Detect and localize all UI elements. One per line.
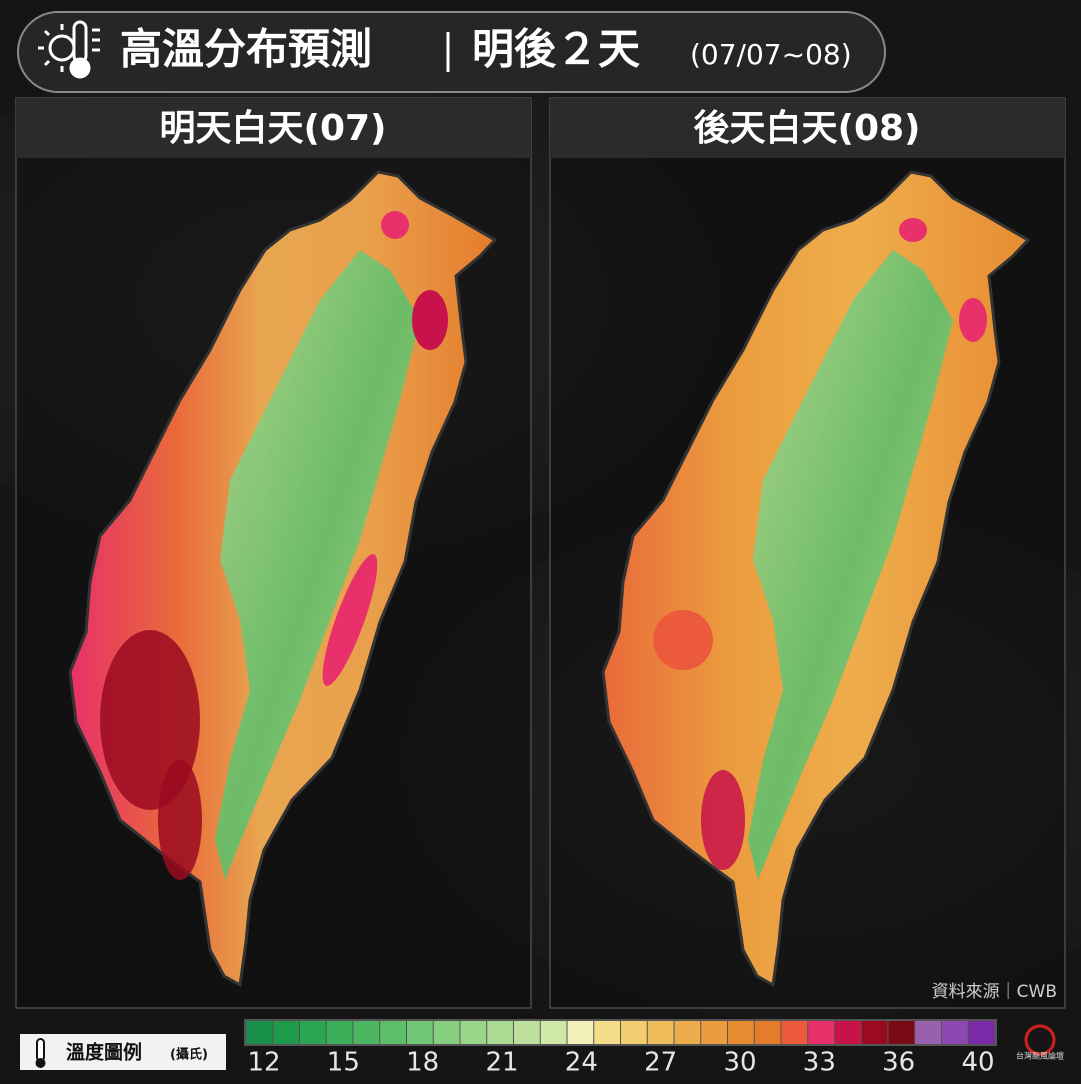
legend-swatch bbox=[942, 1021, 968, 1044]
legend-swatch bbox=[701, 1021, 727, 1044]
legend-label-box bbox=[20, 1034, 226, 1070]
legend-swatch bbox=[861, 1021, 888, 1044]
logo: 台灣颱風論壇 bbox=[1016, 1051, 1064, 1061]
panel: 後天白天(08) 資料來源｜CWB bbox=[549, 97, 1066, 1009]
source: 資料來源｜CWB bbox=[932, 982, 1057, 1002]
panel-title: 明天白天(07) bbox=[159, 108, 386, 149]
legend-swatch bbox=[353, 1021, 380, 1044]
sun-thermometer-icon bbox=[38, 20, 100, 79]
heat-spot bbox=[322, 554, 378, 686]
legend-unit: (攝氏) bbox=[170, 1047, 208, 1063]
legend-swatch bbox=[674, 1021, 701, 1044]
panel: 明天白天(07) bbox=[15, 97, 532, 1009]
heat-spot bbox=[959, 298, 987, 342]
heat-spot bbox=[412, 290, 448, 350]
legend-thermometer-icon bbox=[35, 1038, 46, 1068]
legend-tick-label: 21 bbox=[485, 1048, 518, 1078]
legend-swatch bbox=[300, 1021, 326, 1044]
subtitle: 明後２天 bbox=[472, 25, 640, 74]
title-bar bbox=[17, 11, 886, 93]
legend-swatch bbox=[514, 1021, 540, 1044]
legend-tick-label: 15 bbox=[327, 1048, 360, 1078]
legend-swatch bbox=[407, 1021, 433, 1044]
legend-swatch bbox=[246, 1021, 273, 1044]
legend-swatch bbox=[728, 1021, 754, 1044]
legend-swatch bbox=[647, 1021, 674, 1044]
legend-swatch bbox=[594, 1021, 620, 1044]
legend-tick-label: 40 bbox=[961, 1048, 994, 1078]
map-group bbox=[601, 170, 1030, 987]
legend-swatch bbox=[433, 1021, 460, 1044]
legend-tick-label: 24 bbox=[565, 1048, 598, 1078]
panel-header bbox=[550, 98, 1065, 158]
legend-label: 溫度圖例 bbox=[66, 1041, 142, 1064]
panel-title: 後天白天(08) bbox=[693, 108, 920, 149]
panel-header bbox=[16, 98, 531, 158]
legend-tick-label: 30 bbox=[723, 1048, 756, 1078]
legend-tick-label: 33 bbox=[803, 1048, 836, 1078]
legend-swatch bbox=[808, 1021, 834, 1044]
legend-swatch bbox=[540, 1021, 567, 1044]
legend-swatch bbox=[754, 1021, 781, 1044]
heat-spot bbox=[381, 211, 409, 239]
heat-spot bbox=[899, 218, 927, 242]
heat-spot bbox=[158, 760, 202, 880]
legend-swatch bbox=[326, 1021, 353, 1044]
legend-swatch bbox=[487, 1021, 513, 1044]
legend-tick-label: 18 bbox=[406, 1048, 439, 1078]
legend-tick-label: 27 bbox=[644, 1048, 677, 1078]
date-range: (07/07~08) bbox=[690, 38, 852, 71]
legend-tick-label: 36 bbox=[882, 1048, 915, 1078]
heat-spot bbox=[653, 610, 713, 670]
legend-swatch bbox=[915, 1021, 941, 1044]
legend-bar: 12 15 18 21 24 27 30 33 36 40 bbox=[244, 1019, 997, 1078]
legend-swatch bbox=[621, 1021, 647, 1044]
legend-swatch bbox=[968, 1021, 995, 1044]
legend-swatch bbox=[380, 1021, 406, 1044]
legend-swatch bbox=[273, 1021, 299, 1044]
legend-swatch bbox=[888, 1021, 915, 1044]
legend-swatch bbox=[460, 1021, 487, 1044]
legend-swatch bbox=[781, 1021, 808, 1044]
logo-icon bbox=[1024, 1024, 1056, 1056]
legend-swatch bbox=[567, 1021, 594, 1044]
legend-tick-label: 12 bbox=[247, 1048, 280, 1078]
legend-swatch bbox=[835, 1021, 861, 1044]
title: 高溫分布預測 bbox=[120, 25, 372, 74]
heat-spot bbox=[701, 770, 745, 870]
